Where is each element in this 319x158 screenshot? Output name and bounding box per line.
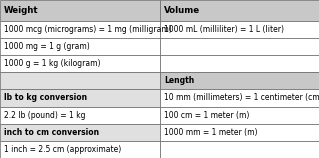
Bar bbox=[0, 106, 160, 124]
Text: 1 inch = 2.5 cm (approximate): 1 inch = 2.5 cm (approximate) bbox=[4, 145, 121, 154]
Text: 1000 mL (milliliter) = 1 L (liter): 1000 mL (milliliter) = 1 L (liter) bbox=[164, 25, 284, 34]
Bar bbox=[0, 21, 160, 38]
Bar bbox=[0, 124, 160, 141]
Bar bbox=[160, 141, 319, 158]
Text: Weight: Weight bbox=[4, 6, 39, 15]
Text: inch to cm conversion: inch to cm conversion bbox=[4, 128, 99, 137]
Text: 1000 mcg (micrograms) = 1 mg (milligram): 1000 mcg (micrograms) = 1 mg (milligram) bbox=[4, 25, 172, 34]
Bar bbox=[160, 72, 319, 89]
Text: 2.2 lb (pound) = 1 kg: 2.2 lb (pound) = 1 kg bbox=[4, 111, 85, 120]
Text: 1000 g = 1 kg (kilogram): 1000 g = 1 kg (kilogram) bbox=[4, 59, 100, 68]
Text: 100 cm = 1 meter (m): 100 cm = 1 meter (m) bbox=[164, 111, 249, 120]
Bar bbox=[0, 141, 160, 158]
Text: Volume: Volume bbox=[164, 6, 200, 15]
Bar bbox=[160, 124, 319, 141]
Bar bbox=[0, 55, 160, 72]
Bar bbox=[160, 106, 319, 124]
Text: 1000 mm = 1 meter (m): 1000 mm = 1 meter (m) bbox=[164, 128, 257, 137]
Text: 1000 mg = 1 g (gram): 1000 mg = 1 g (gram) bbox=[4, 42, 90, 51]
Bar bbox=[160, 0, 319, 21]
Bar bbox=[160, 55, 319, 72]
Text: Length: Length bbox=[164, 76, 194, 85]
Bar bbox=[160, 89, 319, 106]
Text: lb to kg conversion: lb to kg conversion bbox=[4, 94, 87, 103]
Bar bbox=[160, 21, 319, 38]
Bar bbox=[0, 89, 160, 106]
Bar bbox=[0, 0, 160, 21]
Bar bbox=[0, 38, 160, 55]
Bar bbox=[0, 72, 160, 89]
Bar bbox=[160, 38, 319, 55]
Text: 10 mm (millimeters) = 1 centimeter (cm): 10 mm (millimeters) = 1 centimeter (cm) bbox=[164, 94, 319, 103]
